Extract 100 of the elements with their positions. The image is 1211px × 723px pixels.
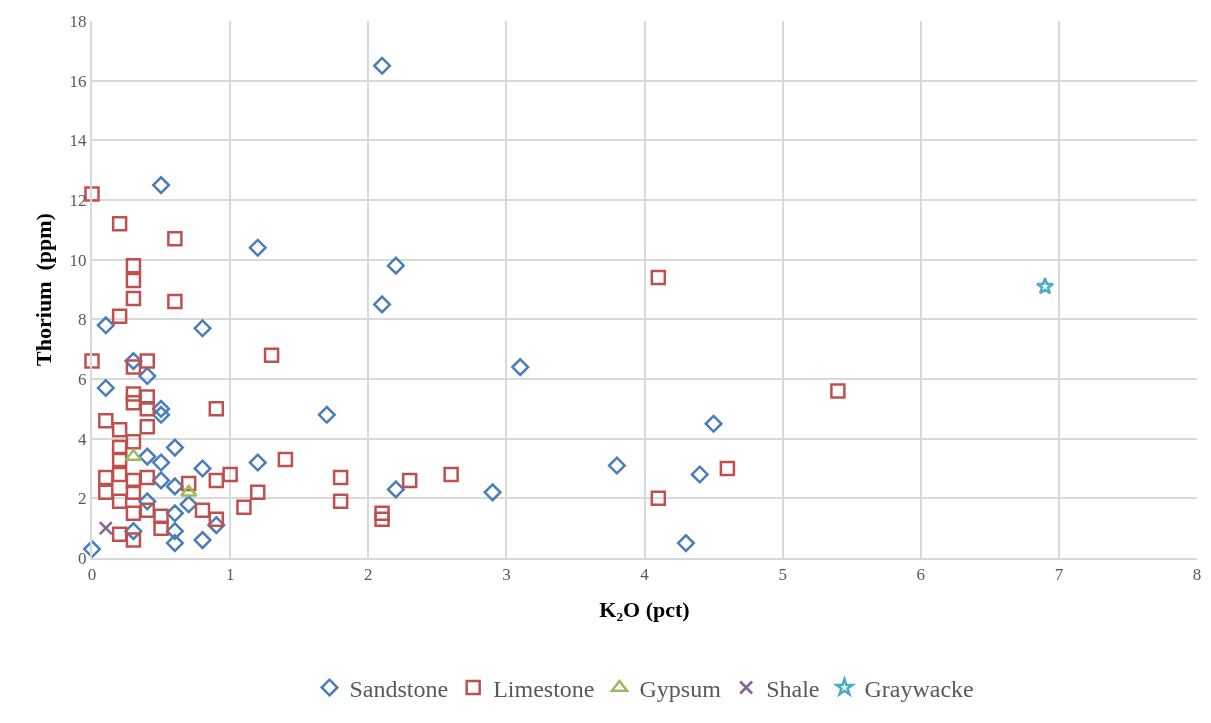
point: [111, 216, 128, 232]
point: [152, 176, 171, 195]
x-tick-label: 2: [364, 565, 373, 585]
point: [139, 401, 155, 417]
point: [84, 186, 100, 202]
y-tick-label: 14: [69, 131, 88, 151]
point: [250, 484, 266, 501]
point: [1035, 276, 1055, 295]
point: [179, 495, 198, 514]
point: [125, 395, 142, 411]
point: [138, 447, 157, 466]
y-tick-label: 0: [78, 548, 87, 568]
point: [193, 319, 212, 338]
point: [277, 451, 294, 468]
x-axis-title: K₂O (pct): [599, 596, 690, 622]
point: [332, 493, 349, 510]
point: [165, 438, 184, 457]
point: [98, 469, 114, 486]
x-tick-label: 6: [916, 565, 925, 585]
point: [153, 520, 169, 536]
point: [374, 505, 390, 521]
point: [138, 366, 157, 386]
y-axis-title: Thorium (ppm): [30, 213, 56, 366]
point: [125, 257, 142, 274]
point: [138, 492, 157, 511]
point: [607, 456, 626, 475]
point: [236, 499, 252, 516]
x-tick-label: 1: [225, 565, 235, 585]
y-tick-label: 2: [78, 489, 87, 509]
point: [98, 413, 114, 429]
point: [208, 511, 225, 527]
point: [152, 453, 171, 472]
point: [317, 405, 336, 424]
point: [96, 316, 115, 335]
point: [84, 353, 100, 369]
point: [386, 480, 405, 499]
point: [193, 531, 212, 550]
x-tick-label: 5: [778, 565, 787, 585]
point: [125, 359, 142, 375]
point: [125, 272, 142, 289]
y-tick-label: 12: [69, 190, 87, 210]
point: [139, 502, 155, 519]
point: [704, 414, 723, 433]
point: [208, 401, 225, 417]
x-tick-label: 3: [502, 565, 511, 585]
point: [401, 472, 418, 489]
point: [208, 472, 225, 489]
point: [125, 505, 142, 521]
point: [111, 493, 128, 510]
point: [111, 421, 128, 438]
point: [125, 433, 142, 450]
legend-label: Gypsum: [639, 675, 722, 702]
point: [830, 383, 846, 399]
point: [193, 459, 212, 478]
point: [111, 451, 128, 468]
point: [373, 295, 392, 314]
point: [111, 308, 128, 325]
point: [263, 347, 280, 363]
x-tick-label: 8: [1192, 565, 1202, 585]
point: [125, 290, 142, 307]
y-tick-label: 4: [78, 429, 88, 449]
y-tick-label: 18: [69, 11, 87, 31]
point: [139, 353, 155, 369]
point: [374, 511, 390, 527]
point: [139, 469, 155, 486]
legend-label: Shale: [766, 675, 820, 702]
point: [167, 293, 183, 310]
point: [690, 465, 709, 484]
point: [483, 483, 502, 502]
point: [719, 460, 736, 477]
point: [511, 358, 530, 377]
y-tick-label: 10: [69, 250, 87, 270]
point: [139, 418, 155, 435]
point: [165, 534, 184, 553]
legend-label: Graywacke: [864, 675, 974, 702]
point: [124, 448, 143, 462]
point: [373, 56, 392, 75]
point: [676, 534, 695, 553]
point: [111, 466, 128, 483]
point: [650, 490, 667, 507]
x-tick-label: 7: [1054, 565, 1064, 585]
point: [125, 472, 142, 489]
point: [98, 484, 114, 501]
point: [96, 378, 115, 397]
point: [125, 532, 142, 548]
point: [332, 469, 349, 486]
x-tick-label: 4: [640, 565, 650, 585]
point: [248, 453, 267, 472]
y-tick-label: 16: [69, 71, 87, 91]
point: [386, 256, 405, 275]
point: [248, 238, 267, 257]
point: [443, 466, 459, 483]
point: [111, 526, 128, 542]
point: [125, 386, 142, 402]
legend-label: Limestone: [493, 675, 595, 702]
point: [111, 439, 128, 456]
point: [194, 502, 211, 519]
point: [98, 520, 114, 536]
legend-label: Sandstone: [349, 675, 449, 702]
point: [125, 484, 142, 501]
